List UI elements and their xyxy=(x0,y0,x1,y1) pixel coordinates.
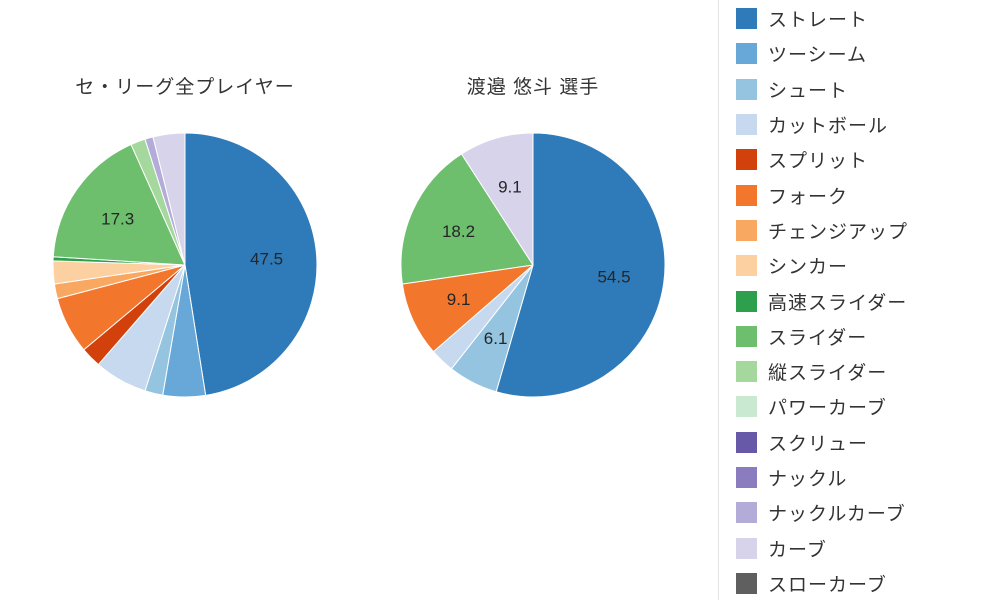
legend-swatch xyxy=(736,219,757,241)
legend-swatch xyxy=(736,361,757,383)
legend-swatch xyxy=(736,78,757,100)
pie-value-label-スライダー: 18.2 xyxy=(442,222,475,241)
legend-label: スクリュー xyxy=(768,433,869,455)
legend-label: 高速スライダー xyxy=(768,292,908,314)
pie-value-label-スライダー: 17.3 xyxy=(101,209,134,228)
legend-swatch xyxy=(736,537,757,559)
legend-label: ストレート xyxy=(768,10,869,32)
legend-swatch xyxy=(736,431,757,453)
legend-item: スライダー xyxy=(719,319,1000,354)
legend-swatch xyxy=(736,290,757,312)
legend-item: スプリット xyxy=(719,142,1000,177)
legend-item: パワーカーブ xyxy=(719,389,1000,424)
pie-value-label-シュート: 6.1 xyxy=(484,329,508,348)
legend-label: シンカー xyxy=(768,257,849,279)
legend-item: ナックルカーブ xyxy=(719,495,1000,530)
legend-label: カーブ xyxy=(768,539,827,561)
legend-item: 高速スライダー xyxy=(719,283,1000,318)
legend-label: スプリット xyxy=(768,151,869,173)
pie-slice-カーブ xyxy=(461,132,534,266)
legend-swatch xyxy=(736,467,757,488)
legend-swatch xyxy=(736,43,757,65)
pie-value-label-カーブ: 9.1 xyxy=(498,178,522,197)
legend-swatch xyxy=(736,572,757,594)
legend-item: カーブ xyxy=(719,530,1000,565)
pie-value-label-ストレート: 54.5 xyxy=(597,268,630,287)
legend: ストレートツーシームシュートカットボール スプリットフォークチェンジアップ シンカー… xyxy=(718,0,1000,600)
pie-slice-カーブ xyxy=(152,132,186,266)
legend-item: チェンジアップ xyxy=(719,213,1000,248)
legend-label: パワーカーブ xyxy=(768,398,887,420)
legend-swatch xyxy=(736,114,757,136)
legend-item: ナックル xyxy=(719,460,1000,495)
legend-swatch xyxy=(736,255,757,277)
legend-label: チェンジアップ xyxy=(768,221,909,243)
legend-item: シンカー xyxy=(719,248,1000,283)
pie-slice-ストレート xyxy=(184,132,318,396)
legend-label: シュート xyxy=(768,80,849,102)
legend-item: ストレート xyxy=(719,1,1000,36)
legend-swatch xyxy=(736,184,757,206)
legend-item: シュート xyxy=(719,72,1000,107)
legend-label: ナックルカーブ xyxy=(768,504,906,526)
legend-label: 縦スライダー xyxy=(768,363,888,385)
legend-item: スクリュー xyxy=(719,425,1000,460)
legend-swatch xyxy=(736,502,757,524)
pie-value-label-フォーク: 9.1 xyxy=(447,290,471,309)
legend-item: 縦スライダー xyxy=(719,354,1000,389)
legend-item: ツーシーム xyxy=(719,36,1000,71)
legend-swatch xyxy=(736,8,757,30)
pie-slice-ストレート xyxy=(495,132,666,398)
legend-label: スライダー xyxy=(768,327,868,349)
legend-item: フォーク xyxy=(719,177,1000,212)
legend-label: スローカーブ xyxy=(768,574,887,596)
legend-swatch xyxy=(736,325,757,347)
pie-slice-スライダー xyxy=(52,144,186,266)
legend-list: ストレートツーシームシュートカットボール スプリットフォークチェンジアップ シンカー… xyxy=(719,1,1000,601)
legend-item: カットボール xyxy=(719,107,1000,142)
legend-swatch xyxy=(736,396,757,418)
legend-label: フォーク xyxy=(768,186,849,208)
legend-label: ツーシーム xyxy=(768,45,868,67)
pie-value-label-ストレート: 47.5 xyxy=(250,250,283,269)
legend-swatch xyxy=(736,149,757,171)
chart-title-league: セ・リーグ全プレイヤー xyxy=(75,77,295,98)
legend-item: スローカーブ xyxy=(719,566,1000,601)
pie-chart-player: 54.5 6.1 9.1 18.2 9.1 xyxy=(400,132,666,398)
chart-title-player: 渡邉 悠斗 選手 xyxy=(466,77,600,98)
legend-label: カットボール xyxy=(768,116,889,138)
legend-label: ナックル xyxy=(768,469,848,490)
pie-slice-スライダー xyxy=(400,153,534,285)
pie-chart-league: 47.5 17.3 xyxy=(52,132,318,398)
